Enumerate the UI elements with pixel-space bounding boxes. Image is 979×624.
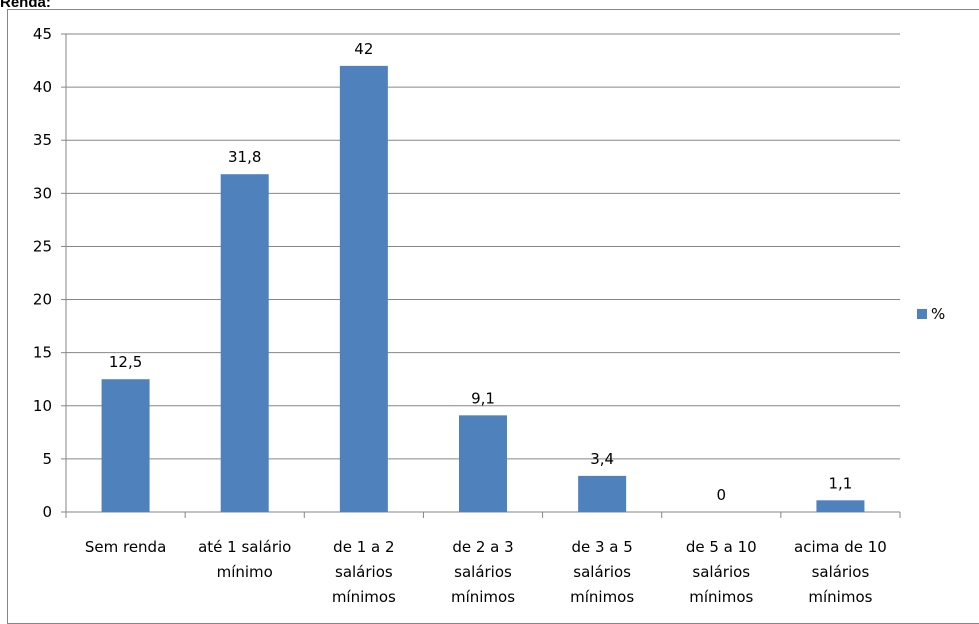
bar	[220, 174, 269, 513]
data-label: 31,8	[228, 148, 261, 166]
legend-label: %	[931, 305, 945, 323]
bar	[459, 415, 507, 512]
x-tick-label: mínimos	[451, 588, 515, 606]
y-tick-label: 40	[33, 78, 52, 96]
x-tick-label: acima de 10	[794, 538, 887, 556]
y-tick-label: 5	[42, 450, 52, 468]
x-tick-label: salários	[692, 563, 750, 581]
x-tick-label: Sem renda	[85, 538, 166, 556]
x-tick-label: salários	[454, 563, 512, 581]
x-tick-label: de 2 a 3	[452, 538, 513, 556]
x-tick-label: mínimos	[332, 588, 396, 606]
y-tick-label: 15	[33, 344, 52, 362]
legend-swatch	[917, 309, 927, 319]
data-label: 3,4	[590, 450, 614, 468]
x-tick-label: mínimos	[570, 588, 634, 606]
x-tick-label: mínimos	[808, 588, 872, 606]
y-tick-label: 0	[42, 503, 52, 521]
data-label: 42	[354, 40, 373, 58]
x-tick-label: até 1 salário	[198, 538, 291, 556]
bar	[101, 379, 150, 512]
data-label: 0	[717, 486, 727, 504]
x-tick-label: de 3 a 5	[571, 538, 632, 556]
bar	[816, 500, 865, 512]
data-label: 9,1	[471, 389, 495, 407]
x-tick-label: salários	[335, 563, 393, 581]
bar	[578, 475, 627, 512]
x-tick-label: salários	[573, 563, 631, 581]
x-tick-label: mínimos	[689, 588, 753, 606]
y-tick-label: 35	[33, 131, 52, 149]
y-tick-label: 45	[33, 25, 52, 43]
x-tick-label: de 1 a 2	[333, 538, 394, 556]
x-tick-label: de 5 a 10	[686, 538, 757, 556]
x-tick-label: mínimo	[217, 563, 273, 581]
bar	[339, 65, 388, 512]
page-title: Renda:	[0, 0, 51, 11]
y-tick-label: 10	[33, 397, 52, 415]
data-label: 12,5	[109, 353, 142, 371]
x-tick-label: salários	[812, 563, 870, 581]
y-tick-label: 25	[33, 237, 52, 255]
y-tick-label: 20	[33, 291, 52, 309]
y-tick-label: 30	[33, 184, 52, 202]
data-label: 1,1	[828, 474, 852, 492]
